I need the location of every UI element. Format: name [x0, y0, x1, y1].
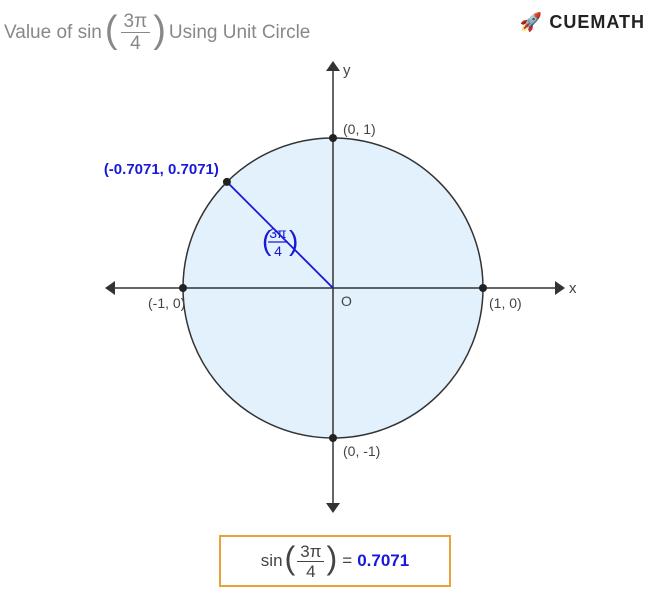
result-value: 0.7071	[357, 551, 409, 571]
angle-numerator: 3π	[121, 12, 151, 33]
point-dot	[223, 178, 231, 186]
lparen: (	[105, 13, 118, 47]
x-axis-label: x	[569, 280, 577, 297]
angle-rparen-icon: )	[289, 225, 298, 256]
r-lparen: (	[285, 544, 296, 573]
axis-point-label-right: (1, 0)	[489, 295, 522, 311]
point-coord-label: (-0.7071, 0.7071)	[104, 161, 219, 178]
axis-point-right	[479, 284, 487, 292]
angle-num: 3π	[269, 225, 287, 241]
result-fraction: 3π 4	[297, 543, 324, 580]
result-func: sin	[261, 551, 283, 571]
axis-point-label-top: (0, 1)	[343, 121, 376, 137]
r-rparen: )	[326, 544, 337, 573]
angle-denominator: 4	[130, 33, 141, 53]
angle-den: 4	[274, 243, 282, 259]
result-num: 3π	[297, 543, 324, 562]
rocket-icon: 🚀	[520, 12, 543, 33]
axis-point-bottom	[329, 434, 337, 442]
page-title: Value of sin ( 3π 4 ) Using Unit Circle	[4, 12, 310, 53]
brand-logo: 🚀 CUEMATH	[520, 12, 645, 33]
title-prefix: Value of sin	[4, 22, 102, 44]
axis-point-label-left: (-1, 0)	[148, 295, 185, 311]
unit-circle-diagram: x y (1, 0) (-1, 0) (0, 1) (0, -1) O (-0.7071, 0…	[0, 53, 665, 518]
rparen: )	[153, 13, 166, 47]
brand-text: CUEMATH	[549, 12, 645, 33]
result-den: 4	[306, 562, 315, 580]
result-expression: sin ( 3π 4 )	[261, 543, 337, 580]
title-suffix: Using Unit Circle	[169, 22, 310, 44]
axis-point-label-bottom: (0, -1)	[343, 443, 380, 459]
result-box: sin ( 3π 4 ) = 0.7071	[219, 535, 451, 587]
angle-fraction: 3π 4	[121, 12, 151, 53]
axis-point-left	[179, 284, 187, 292]
result-equals: =	[342, 551, 352, 571]
axis-point-top	[329, 134, 337, 142]
origin-label: O	[341, 293, 352, 309]
y-axis-label: y	[343, 62, 351, 79]
